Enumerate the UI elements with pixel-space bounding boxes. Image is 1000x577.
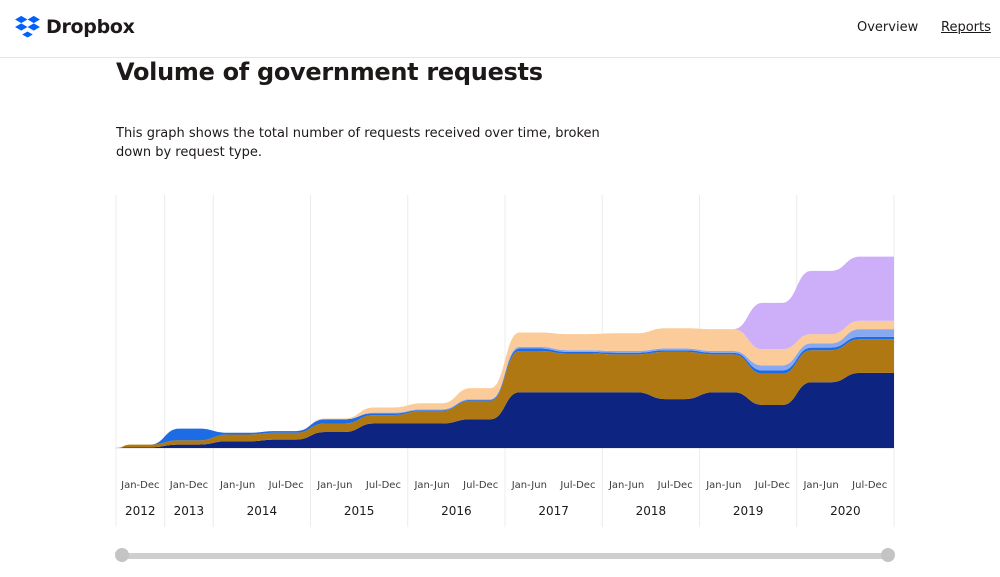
nav-reports-link[interactable]: Reports: [941, 20, 991, 35]
year-tick-label: 2017: [538, 504, 569, 518]
year-tick-label: 2018: [636, 504, 667, 518]
period-tick-label: Jul-Dec: [462, 480, 498, 491]
dropbox-logo[interactable]: Dropbox: [15, 16, 135, 38]
top-bar: Dropbox Overview Reports: [0, 0, 1000, 58]
year-tick-label: 2019: [733, 504, 764, 518]
period-tick-label: Jan-Jun: [511, 480, 547, 491]
period-tick-label: Jan-Jun: [219, 480, 255, 491]
period-tick-label: Jan-Jun: [802, 480, 838, 491]
year-tick-label: 2014: [247, 504, 278, 518]
year-tick-label: 2013: [174, 504, 205, 518]
period-tick-label: Jul-Dec: [657, 480, 693, 491]
period-tick-label: Jan-Jun: [316, 480, 352, 491]
period-tick-label: Jul-Dec: [268, 480, 304, 491]
year-tick-label: 2016: [441, 504, 472, 518]
year-tick-label: 2015: [344, 504, 375, 518]
series-blue-area: [116, 336, 894, 448]
year-tick-label: 2012: [125, 504, 156, 518]
period-tick-label: Jan-Dec: [120, 480, 159, 491]
year-tick-label: 2020: [830, 504, 861, 518]
nav-overview-link[interactable]: Overview: [857, 20, 919, 35]
period-tick-label: Jan-Jun: [608, 480, 644, 491]
period-tick-label: Jul-Dec: [754, 480, 790, 491]
period-tick-label: Jan-Jun: [705, 480, 741, 491]
brand-name: Dropbox: [46, 16, 135, 38]
range-slider-left-handle[interactable]: [115, 548, 129, 562]
logo-diamond-shape: [15, 23, 28, 31]
logo-diamond-shape: [27, 23, 40, 31]
range-slider-right-handle[interactable]: [881, 548, 895, 562]
series-lavender-area: [116, 256, 894, 448]
chart-description: This graph shows the total number of req…: [116, 126, 600, 160]
page-title: Volume of government requests: [116, 58, 543, 86]
series-brown-area: [116, 339, 894, 448]
logo-diamond-shape: [15, 16, 28, 24]
period-tick-label: Jul-Dec: [559, 480, 595, 491]
period-tick-label: Jul-Dec: [851, 480, 887, 491]
period-tick-label: Jan-Jun: [413, 480, 449, 491]
dropbox-box-icon: [15, 16, 40, 38]
range-slider-track[interactable]: [122, 553, 888, 559]
period-tick-label: Jan-Dec: [169, 480, 208, 491]
series-navy-area: [116, 372, 894, 448]
period-tick-label: Jul-Dec: [365, 480, 401, 491]
logo-diamond-shape: [22, 31, 33, 38]
logo-diamond-shape: [27, 16, 40, 24]
